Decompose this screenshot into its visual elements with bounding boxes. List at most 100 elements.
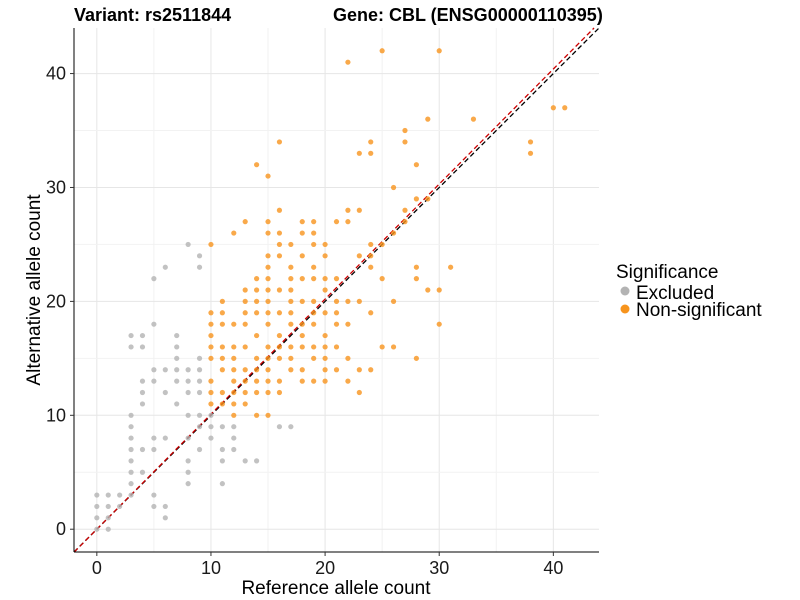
point-excluded [128, 481, 134, 487]
point-non-significant [299, 298, 305, 304]
legend-title: Significance [616, 262, 718, 283]
point-excluded [139, 469, 146, 475]
point-excluded [105, 492, 111, 498]
point-non-significant [254, 378, 260, 384]
point-non-significant [527, 150, 534, 156]
point-non-significant [254, 355, 260, 361]
point-non-significant [402, 127, 408, 134]
point-non-significant [413, 162, 419, 168]
point-non-significant [322, 287, 328, 293]
point-non-significant [333, 367, 340, 373]
reference-line-0 [73, 27, 600, 553]
point-non-significant [288, 310, 294, 316]
point-non-significant [311, 276, 317, 282]
point-non-significant [265, 287, 271, 293]
point-non-significant [288, 287, 294, 293]
point-non-significant [242, 287, 248, 293]
point-excluded [185, 389, 191, 396]
point-excluded [185, 378, 191, 384]
point-non-significant [265, 367, 271, 373]
point-non-significant [368, 139, 374, 145]
point-non-significant [425, 116, 431, 122]
point-excluded [151, 378, 157, 384]
point-non-significant [265, 344, 271, 350]
y-tick-label: 40 [46, 64, 66, 84]
point-excluded [128, 332, 134, 339]
point-non-significant [265, 230, 271, 236]
point-excluded [219, 481, 225, 487]
chart-title-variant: Variant: rs2511844 [74, 5, 231, 25]
point-excluded [174, 401, 180, 407]
point-excluded [151, 321, 157, 327]
point-excluded [128, 412, 134, 418]
point-non-significant [470, 116, 477, 122]
point-excluded [174, 344, 180, 350]
point-non-significant [242, 321, 248, 327]
point-non-significant [322, 378, 328, 384]
point-excluded [139, 344, 146, 350]
point-non-significant [311, 321, 317, 327]
point-non-significant [276, 378, 283, 384]
point-excluded [231, 435, 237, 441]
point-non-significant [345, 355, 351, 361]
point-excluded [128, 344, 134, 350]
point-non-significant [413, 196, 419, 202]
point-non-significant [254, 389, 260, 396]
legend-swatch-excluded [620, 286, 630, 296]
point-non-significant [219, 367, 225, 373]
point-non-significant [322, 253, 328, 259]
point-non-significant [265, 253, 271, 259]
point-excluded [139, 389, 146, 396]
point-excluded [208, 424, 214, 430]
point-non-significant [242, 310, 248, 316]
point-excluded [196, 264, 203, 270]
point-excluded [185, 412, 191, 418]
point-non-significant [254, 162, 260, 168]
point-non-significant [265, 389, 271, 396]
point-non-significant [208, 389, 214, 396]
point-non-significant [368, 150, 374, 156]
y-tick-label: 0 [56, 519, 66, 539]
point-non-significant [242, 344, 248, 350]
point-non-significant [288, 276, 294, 282]
point-excluded [162, 435, 168, 441]
point-excluded [208, 412, 214, 418]
point-excluded [208, 435, 214, 441]
point-non-significant [265, 310, 271, 316]
point-excluded [94, 526, 100, 532]
point-non-significant [208, 310, 214, 316]
point-non-significant [276, 332, 283, 339]
point-non-significant [436, 321, 442, 327]
legend: Significance Excluded Non-significant [616, 262, 762, 321]
point-non-significant [311, 298, 317, 304]
point-non-significant [345, 219, 351, 225]
point-non-significant [208, 401, 214, 407]
point-non-significant [333, 298, 340, 304]
point-non-significant [345, 298, 351, 304]
point-excluded [196, 424, 203, 430]
point-non-significant [231, 344, 237, 350]
point-non-significant [219, 310, 225, 316]
point-non-significant [276, 287, 283, 293]
point-excluded [139, 378, 146, 384]
point-excluded [185, 469, 191, 475]
point-non-significant [208, 241, 214, 248]
point-non-significant [231, 378, 237, 384]
point-excluded [185, 481, 191, 487]
chart-title-gene: Gene: CBL (ENSG00000110395) [333, 5, 603, 25]
point-non-significant [333, 310, 340, 316]
point-non-significant [288, 298, 294, 304]
y-tick-label: 10 [46, 405, 66, 425]
reference-lines [73, 27, 600, 553]
point-excluded [231, 446, 237, 453]
point-non-significant [356, 389, 362, 396]
data-points [94, 48, 568, 532]
point-non-significant [390, 184, 397, 191]
point-non-significant [322, 355, 328, 361]
point-non-significant [231, 321, 237, 327]
point-non-significant [265, 173, 271, 179]
point-non-significant [368, 310, 374, 316]
point-non-significant [311, 219, 317, 225]
point-excluded [128, 469, 134, 475]
